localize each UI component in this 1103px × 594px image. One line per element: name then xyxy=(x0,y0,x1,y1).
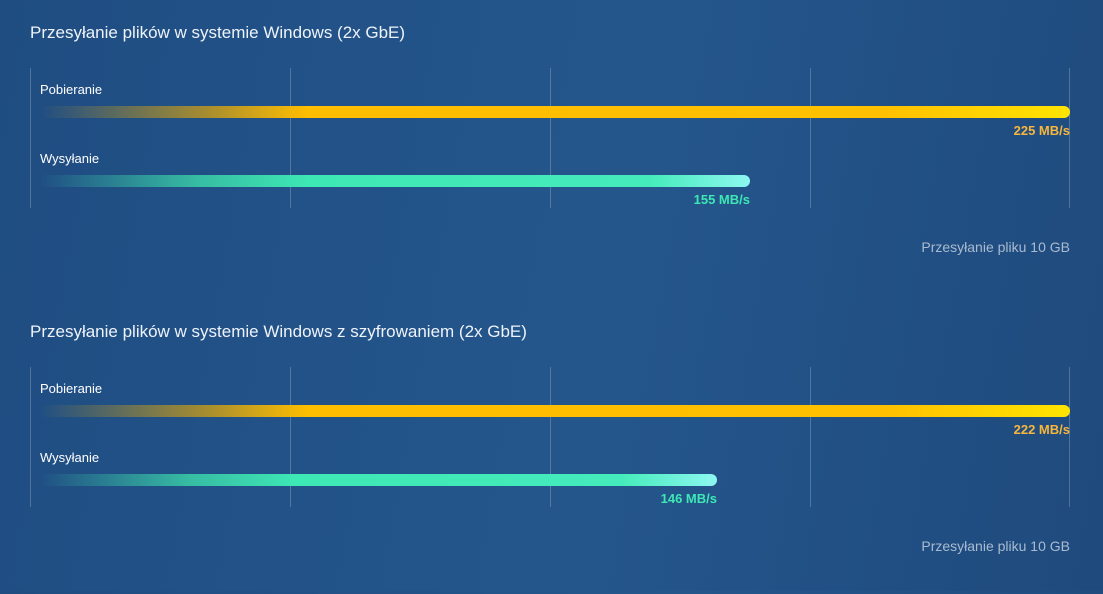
chart-panel-windows-transfer: Przesyłanie plików w systemie Windows (2… xyxy=(0,0,1103,295)
download-bar xyxy=(40,405,1070,417)
chart-footnote: Przesyłanie pliku 10 GB xyxy=(921,239,1070,255)
chart-footnote: Przesyłanie pliku 10 GB xyxy=(921,538,1070,554)
grid-line xyxy=(810,68,811,208)
grid-line xyxy=(1069,367,1070,507)
grid-line xyxy=(290,68,291,208)
grid-line xyxy=(30,367,31,507)
grid-line xyxy=(550,68,551,208)
upload-label: Wysyłanie xyxy=(40,151,100,166)
chart-title: Przesyłanie plików w systemie Windows z … xyxy=(30,322,527,341)
upload-value-label: 146 MB/s xyxy=(660,491,717,506)
grid-line xyxy=(550,367,551,507)
download-bar xyxy=(40,106,1070,118)
chart-title: Przesyłanie plików w systemie Windows (2… xyxy=(30,23,406,42)
download-value-label: 222 MB/s xyxy=(1013,422,1070,437)
plot-area: Pobieranie 225 MB/s Wysyłanie 155 MB/s xyxy=(30,68,1070,208)
grid-line xyxy=(290,367,291,507)
upload-bar xyxy=(40,175,750,187)
download-value-label: 225 MB/s xyxy=(1013,123,1070,138)
upload-value-label: 155 MB/s xyxy=(693,192,750,207)
chart-panel-windows-encrypted-transfer: Przesyłanie plików w systemie Windows z … xyxy=(0,299,1103,594)
grid-line xyxy=(810,367,811,507)
plot-area: Pobieranie 222 MB/s Wysyłanie 146 MB/s xyxy=(30,367,1070,507)
upload-label: Wysyłanie xyxy=(40,450,100,465)
grid-line xyxy=(1069,68,1070,208)
grid-line xyxy=(30,68,31,208)
download-label: Pobieranie xyxy=(40,82,103,97)
upload-bar xyxy=(40,474,717,486)
download-label: Pobieranie xyxy=(40,381,103,396)
